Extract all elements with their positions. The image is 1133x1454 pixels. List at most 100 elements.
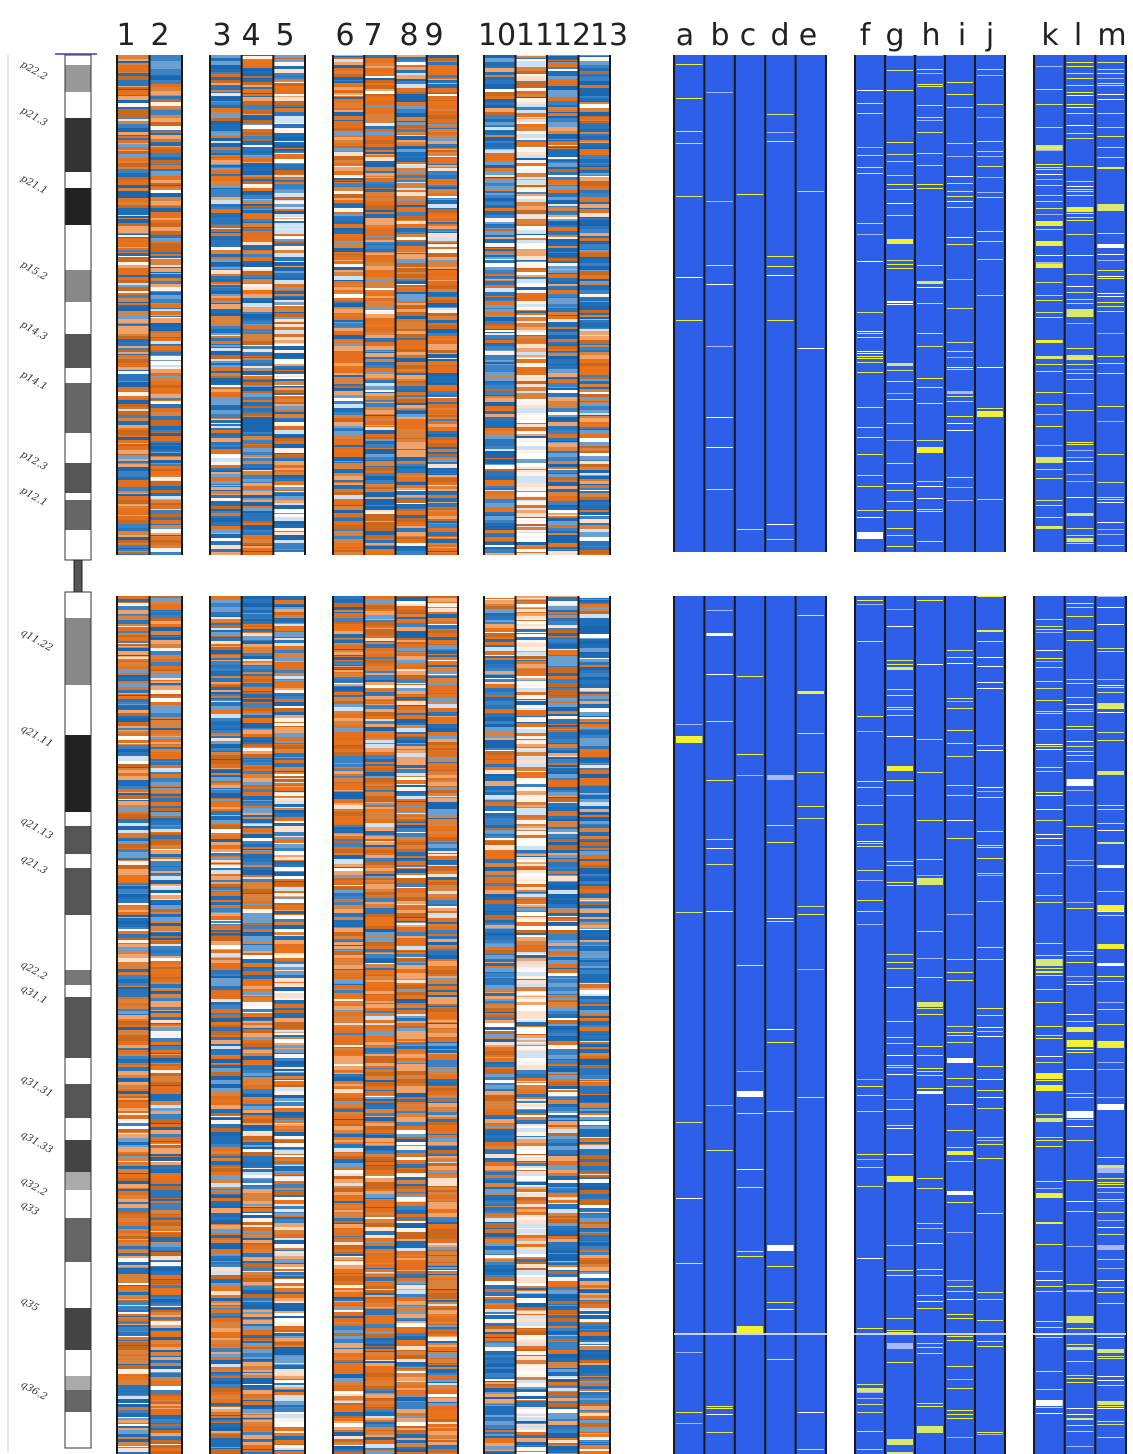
heatmap-cell <box>484 215 516 218</box>
heatmap-cell <box>333 339 365 341</box>
heatmap-cell <box>117 238 150 242</box>
heatmap-cell <box>210 1179 242 1183</box>
heatmap-cell <box>484 455 516 458</box>
heatmap-cell <box>333 264 365 267</box>
heatmap-cell <box>117 205 150 208</box>
heatmap-cell <box>395 345 427 349</box>
heatmap-cell <box>149 1027 182 1031</box>
heatmap-cell <box>333 182 365 183</box>
heatmap-cell <box>117 1104 150 1108</box>
heatmap-cell <box>333 1195 365 1198</box>
heatmap-cell <box>117 257 150 259</box>
heatmap-cell <box>210 1287 242 1291</box>
heatmap-cell <box>364 228 396 232</box>
heatmap-cell <box>364 651 396 654</box>
heatmap-cell <box>426 398 458 402</box>
heatmap-cell <box>117 119 150 121</box>
heatmap-cell <box>484 376 516 377</box>
heatmap-cell <box>426 507 458 508</box>
heatmap-cell <box>273 531 305 532</box>
heatmap-cell <box>547 486 579 489</box>
heatmap-cell <box>149 1082 182 1085</box>
heatmap-cell <box>210 229 242 232</box>
heatmap-cell <box>241 1232 274 1233</box>
heatmap-cell <box>395 191 427 192</box>
column-label: c <box>740 18 757 53</box>
heatmap-cell <box>273 319 305 322</box>
heatmap-cell <box>395 98 427 102</box>
heatmap-cell <box>117 983 150 986</box>
heatmap-cell <box>117 96 150 100</box>
heatmap-cell <box>273 650 305 651</box>
heatmap-cell <box>117 454 150 455</box>
heatmap-cell <box>547 334 579 335</box>
heatmap-cell <box>515 527 547 530</box>
heatmap-cell <box>364 952 396 953</box>
heatmap-cell <box>333 1066 365 1070</box>
heatmap-cell <box>333 1299 365 1301</box>
heatmap-cell <box>241 1166 274 1167</box>
heatmap-cell <box>484 414 516 417</box>
heatmap-cell <box>210 764 242 768</box>
heatmap-cell <box>117 494 150 496</box>
column-label: i <box>958 18 966 53</box>
heatmap-cell <box>578 461 610 464</box>
heatmap-cell <box>241 1363 274 1364</box>
heatmap-cell <box>117 1310 150 1312</box>
heatmap-cell <box>364 692 396 696</box>
heatmap-cell <box>273 296 305 297</box>
heatmap-cell <box>333 959 365 961</box>
heatmap-cell <box>333 718 365 721</box>
heatmap-cell <box>395 278 427 279</box>
heatmap-cell <box>149 197 182 201</box>
heatmap-cell <box>547 516 579 518</box>
heatmap-cell <box>241 1140 274 1142</box>
heatmap-cell <box>241 889 274 893</box>
heatmap-cell <box>117 1424 150 1426</box>
heatmap-cell <box>149 183 182 185</box>
heatmap-cell <box>210 1313 242 1316</box>
heatmap-cell <box>273 943 305 944</box>
heatmap-cell <box>241 1378 274 1382</box>
heatmap-cell <box>273 799 305 801</box>
heatmap-cell <box>241 491 274 495</box>
heatmap-cell <box>426 486 458 489</box>
heatmap-cell <box>241 1267 274 1271</box>
heatmap-cell <box>333 313 365 315</box>
heatmap-cell <box>364 964 396 968</box>
heatmap-cell <box>210 541 242 545</box>
heatmap-cell <box>149 747 182 749</box>
heatmap-cell <box>273 1330 305 1332</box>
heatmap-cell <box>578 149 610 152</box>
heatmap-cell <box>273 929 305 932</box>
heatmap-cell <box>210 853 242 855</box>
heatmap-cell <box>515 396 547 399</box>
ideogram-band <box>65 1190 91 1198</box>
heatmap-cell <box>426 266 458 267</box>
heatmap-cell <box>484 193 516 195</box>
heatmap-cell <box>395 182 427 183</box>
heatmap-cell <box>241 632 274 633</box>
heatmap-cell <box>117 1279 150 1283</box>
heatmap-cell <box>241 1286 274 1290</box>
heatmap-cell <box>210 896 242 900</box>
heatmap-cell <box>273 385 305 386</box>
heatmap-cell <box>149 333 182 337</box>
heatmap-cell <box>484 458 516 459</box>
heatmap-cell <box>578 134 610 136</box>
heatmap-cell <box>395 383 427 386</box>
heatmap-cell <box>578 96 610 98</box>
heatmap-cell <box>273 632 305 635</box>
heatmap-cell <box>241 1333 274 1335</box>
heatmap-cell <box>117 1195 150 1199</box>
heatmap-cell <box>364 688 396 689</box>
heatmap-cell <box>241 944 274 945</box>
heatmap-cell <box>210 233 242 236</box>
heatmap-cell <box>426 160 458 164</box>
heatmap-cell <box>241 324 274 325</box>
heatmap-cell <box>578 355 610 359</box>
heatmap-cell <box>273 346 305 350</box>
heatmap-cell <box>210 383 242 385</box>
heatmap-cell <box>515 146 547 147</box>
heatmap-cell <box>484 417 516 421</box>
